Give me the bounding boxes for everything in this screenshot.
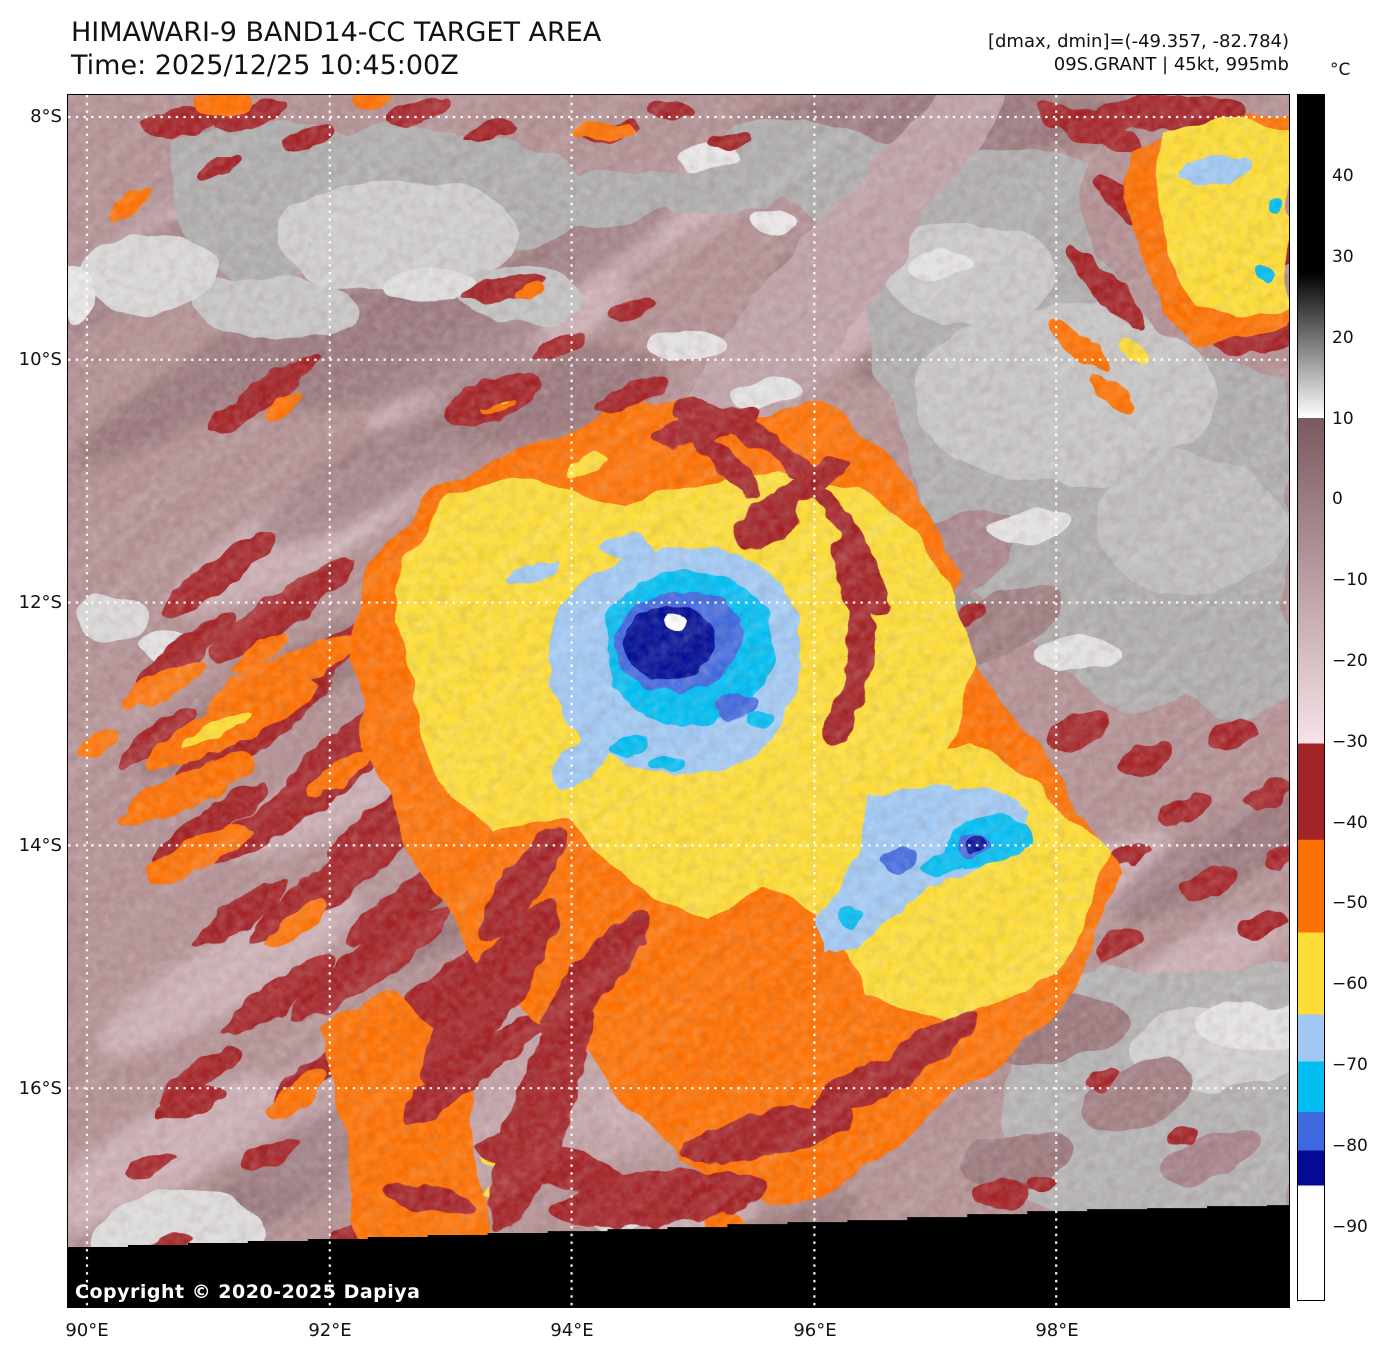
colorbar-tick-m90: −90 (1332, 1217, 1368, 1237)
title-block: HIMAWARI-9 BAND14-CC TARGET AREA Time: 2… (71, 16, 601, 82)
lon-label-96e: 96°E (793, 1320, 837, 1341)
lat-label-14s: 14°S (18, 835, 62, 856)
lon-label-94e: 94°E (550, 1320, 594, 1341)
colorbar (1297, 94, 1325, 1301)
storm-info-annotation: 09S.GRANT | 45kt, 995mb (1053, 54, 1289, 75)
product-title: HIMAWARI-9 BAND14-CC TARGET AREA (71, 17, 602, 48)
dmax-dmin-annotation: [dmax, dmin]=(-49.357, -82.784) (987, 31, 1289, 52)
colorbar-tick-m70: −70 (1332, 1055, 1368, 1075)
lat-label-12s: 12°S (18, 592, 62, 613)
streak-texture (68, 95, 1289, 1307)
lon-label-90e: 90°E (65, 1320, 109, 1341)
colorbar-tick-m40: −40 (1332, 813, 1368, 833)
colorbar-tick-m10: −10 (1332, 570, 1368, 590)
satellite-image (68, 95, 1289, 1307)
colorbar-tick-10: 10 (1332, 409, 1354, 429)
satellite-map: Copyright © 2020-2025 Dapiya (67, 94, 1290, 1308)
annotation-block: [dmax, dmin]=(-49.357, -82.784) 09S.GRAN… (988, 30, 1289, 76)
lat-label-10s: 10°S (18, 349, 62, 370)
colorbar-tick-20: 20 (1332, 328, 1354, 348)
colorbar-tick-m30: −30 (1332, 732, 1368, 752)
graticule (68, 95, 1289, 1307)
lat-label-8s: 8°S (30, 106, 62, 127)
colorbar-tick-30: 30 (1332, 247, 1354, 267)
lon-label-98e: 98°E (1035, 1320, 1079, 1341)
product-time: Time: 2025/12/25 10:45:00Z (71, 50, 459, 81)
colorbar-tick-m50: −50 (1332, 893, 1368, 913)
no-data-band (68, 1205, 1289, 1307)
copyright-label: Copyright © 2020-2025 Dapiya (75, 1281, 421, 1303)
colorbar-tick-m20: −20 (1332, 651, 1368, 671)
colorbar-tick-m60: −60 (1332, 974, 1368, 994)
lon-label-92e: 92°E (308, 1320, 352, 1341)
colorbar-unit-label: °C (1330, 60, 1351, 80)
colorbar-tick-0: 0 (1332, 489, 1343, 509)
colorbar-tick-40: 40 (1332, 166, 1354, 186)
colorbar-tick-m80: −80 (1332, 1136, 1368, 1156)
lat-label-16s: 16°S (18, 1078, 62, 1099)
